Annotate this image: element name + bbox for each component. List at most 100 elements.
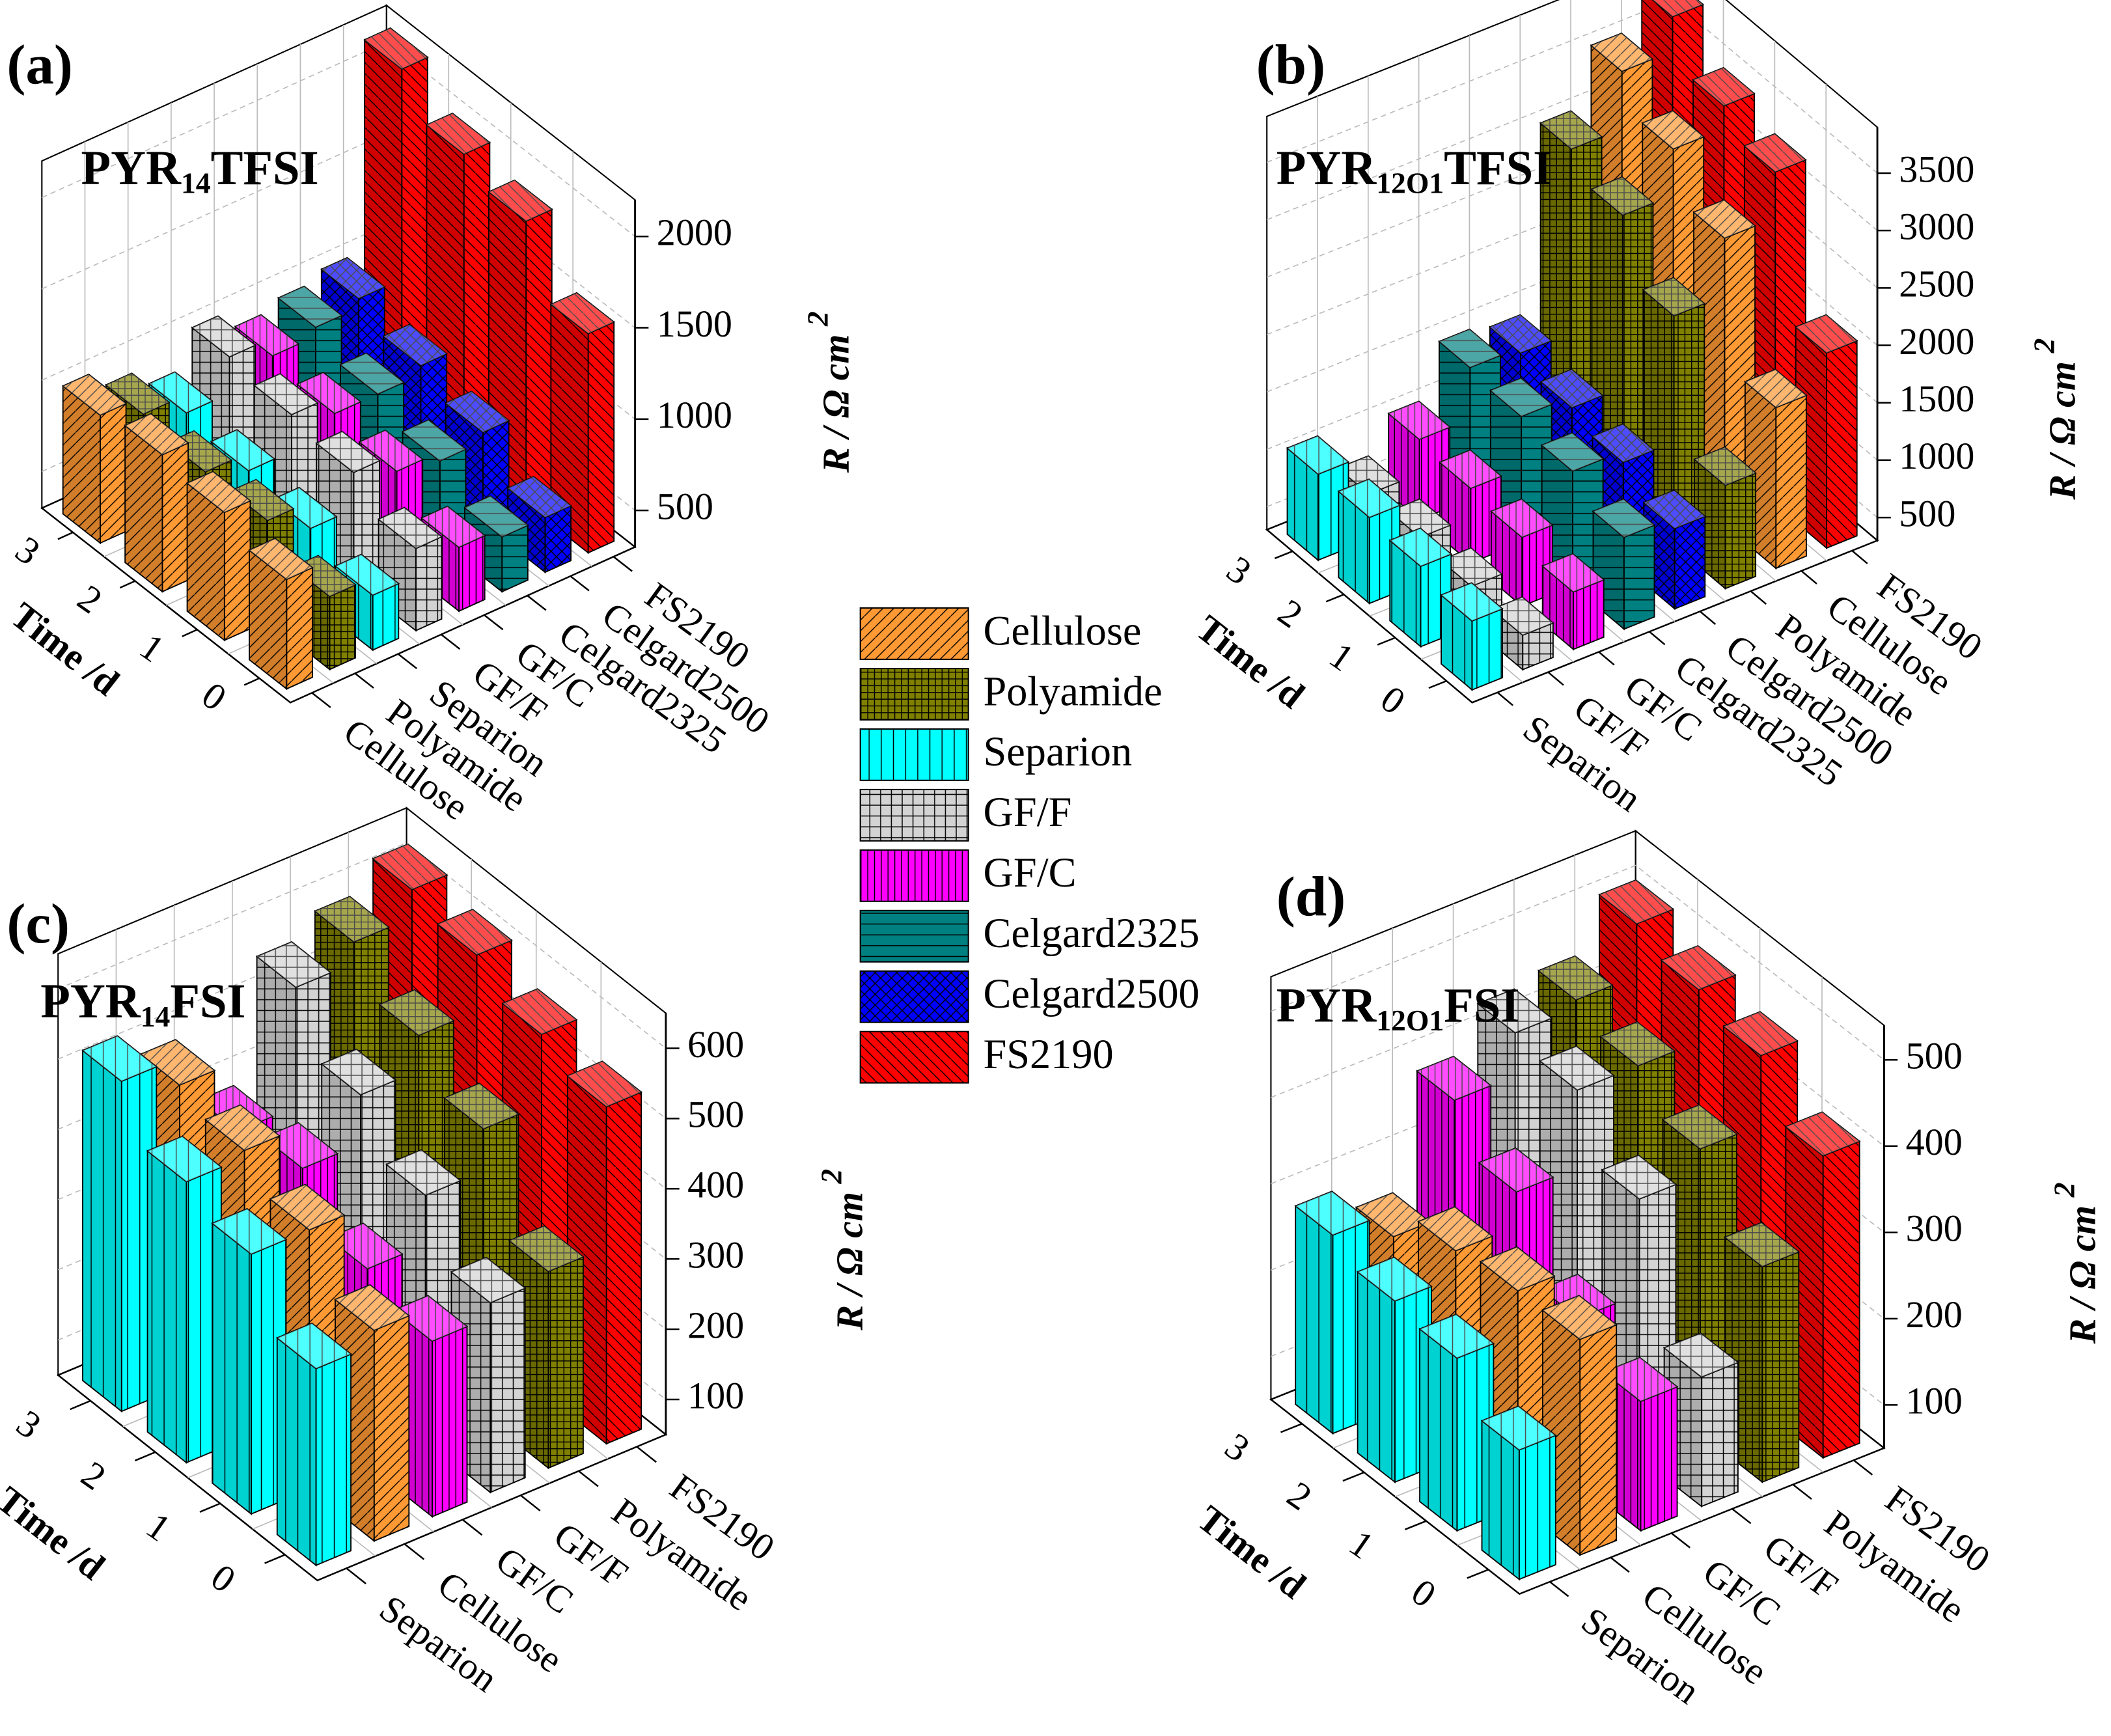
bar-side-shade — [1441, 595, 1472, 690]
bar-front — [1640, 1386, 1678, 1532]
legend-label: Cellulose — [983, 607, 1141, 654]
bar-top-shade — [141, 1040, 215, 1085]
z-tick-label: 1500 — [1899, 378, 1974, 420]
bar-top-shade — [314, 896, 389, 942]
bar-top — [444, 391, 510, 434]
z-axis-label: R / Ω cm 2 — [815, 1169, 871, 1331]
bar-top-shade — [508, 476, 572, 517]
category-tick — [462, 1519, 483, 1536]
bar-top — [1651, 0, 1704, 18]
bar — [1480, 1405, 1557, 1581]
bar-top — [425, 112, 491, 155]
bar-front — [1471, 607, 1504, 691]
panel-label: (c) — [7, 892, 70, 955]
bar-front — [100, 402, 127, 544]
bar-top — [1598, 879, 1675, 925]
legend-swatch — [859, 668, 969, 721]
bar-top-shade — [1591, 33, 1653, 72]
bar-top-shade — [1538, 956, 1612, 1000]
panel-label: (a) — [7, 33, 73, 96]
bar-top-shade — [1795, 314, 1857, 353]
bar — [1590, 176, 1655, 504]
x-tick-label: 2 — [1271, 591, 1310, 637]
bar-top-shade — [1693, 67, 1755, 106]
bar-top — [1541, 1295, 1618, 1340]
legend-swatch — [859, 728, 969, 781]
bar-top-shade — [1418, 1207, 1493, 1251]
x-tick — [199, 1502, 221, 1513]
bar-top-shade — [383, 324, 447, 366]
x-tick-label: 3 — [1217, 1424, 1257, 1470]
bar-top-shade — [445, 391, 509, 433]
bar-top — [450, 1256, 527, 1304]
x-tick — [1342, 1471, 1365, 1482]
bar-top-shade — [1491, 499, 1552, 538]
bar-side-shade — [187, 483, 225, 641]
bar-top-shade — [1642, 111, 1704, 149]
bar — [146, 1135, 223, 1464]
category-tick — [1851, 549, 1868, 564]
bar-top — [334, 1284, 411, 1331]
bar-top — [1439, 449, 1502, 489]
panel-title: PYR12O1TFSI — [1276, 141, 1552, 200]
z-label-superscript: 2 — [815, 1169, 848, 1185]
bar-top-shade — [335, 1285, 409, 1330]
bar-top — [314, 896, 390, 943]
x-tick — [1404, 1520, 1427, 1530]
bar-top — [1590, 32, 1654, 72]
bar-top — [1387, 400, 1451, 441]
bar-front — [1826, 340, 1858, 549]
bar-top — [1478, 1147, 1554, 1193]
bar-top — [320, 256, 386, 299]
bar-top-shade — [149, 372, 212, 413]
bar-top — [269, 1183, 346, 1231]
z-label-superscript: 2 — [2028, 338, 2061, 354]
category-tick — [354, 672, 374, 689]
bar-top-shade — [445, 1083, 519, 1129]
bar-front — [1674, 515, 1706, 610]
bar-top-shade — [464, 496, 528, 537]
bar-top — [148, 371, 214, 414]
category-tick — [527, 595, 547, 611]
grid-line — [41, 41, 636, 237]
x-tick-label: 2 — [74, 1453, 113, 1498]
legend-label: Polyamide — [983, 668, 1162, 714]
bar-top-shade — [1480, 1247, 1554, 1291]
x-tick-label: 3 — [1219, 547, 1259, 593]
bar-top — [1599, 1021, 1676, 1067]
z-axis-label: R / Ω cm 2 — [801, 311, 857, 473]
bar-top-shade — [1541, 433, 1603, 471]
bar-top-shade — [62, 374, 126, 415]
category-tick — [346, 1567, 366, 1584]
category-tick — [311, 692, 331, 708]
z-tick-label: 100 — [1906, 1380, 1963, 1422]
z-axis-label: R / Ω cm 2 — [2028, 338, 2084, 501]
bar-front — [1775, 394, 1807, 570]
bar-top-shade — [278, 286, 342, 327]
category-tick — [440, 633, 461, 650]
bar-top — [1417, 1206, 1494, 1252]
bar-top — [358, 429, 424, 472]
bar-top-shade — [1602, 1155, 1676, 1200]
z-tick-label: 500 — [1899, 492, 1955, 534]
bar-front — [525, 208, 553, 505]
bar-top-shade — [1439, 329, 1500, 368]
bar-top — [320, 1049, 397, 1095]
bar-top — [1480, 1405, 1557, 1451]
legend-swatch — [859, 1030, 969, 1084]
bar-top-shade — [335, 554, 399, 596]
bar-top-shade — [1694, 447, 1756, 486]
bar-top-shade — [1653, 0, 1704, 17]
bar-side-shade — [1295, 1206, 1333, 1434]
bar-top — [1692, 66, 1756, 107]
x-tick-label: 1 — [1342, 1522, 1381, 1567]
bar-top — [1660, 944, 1737, 991]
z-tick-label: 600 — [687, 1023, 744, 1066]
bar-front — [432, 1325, 468, 1518]
bar-top-shade — [426, 113, 490, 154]
bar-top — [1722, 1011, 1799, 1056]
bar-side-shade — [1287, 448, 1318, 560]
bar-front — [605, 1091, 642, 1445]
